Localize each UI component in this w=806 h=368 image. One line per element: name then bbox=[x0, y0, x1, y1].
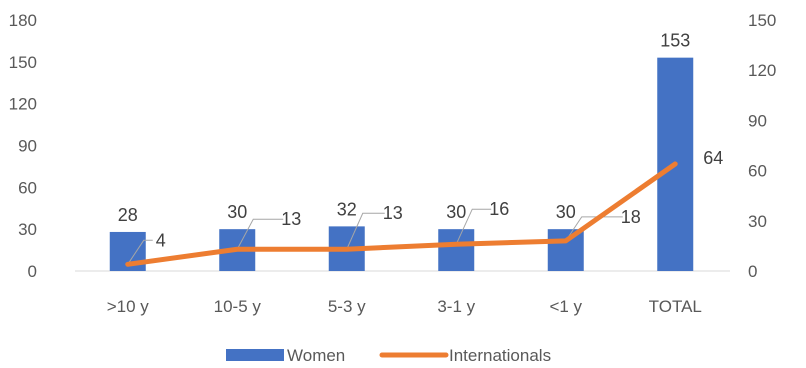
x-axis-tick: 3-1 y bbox=[437, 297, 475, 316]
leader-lines bbox=[127, 208, 623, 265]
bar-data-label: 28 bbox=[118, 205, 138, 225]
line-data-label: 16 bbox=[489, 199, 509, 219]
right-axis-tick: 120 bbox=[748, 61, 776, 80]
legend: Women Internationals bbox=[226, 346, 551, 365]
bar bbox=[547, 229, 584, 271]
x-axis-tick: 10-5 y bbox=[214, 297, 262, 316]
leader-line bbox=[236, 218, 284, 250]
line-data-label: 13 bbox=[383, 203, 403, 223]
bars bbox=[109, 57, 694, 272]
bar-data-label: 30 bbox=[556, 202, 576, 222]
bar-data-labels: 28 30 32 30 30 153 bbox=[118, 31, 691, 225]
left-axis: 0 30 60 90 120 150 180 bbox=[9, 11, 37, 281]
left-axis-tick: 120 bbox=[9, 95, 37, 114]
x-axis-tick: >10 y bbox=[107, 297, 150, 316]
line-data-label: 4 bbox=[156, 230, 166, 250]
left-axis-tick: 30 bbox=[18, 220, 37, 239]
right-axis: 0 30 60 90 120 150 bbox=[748, 11, 776, 281]
right-axis-tick: 0 bbox=[748, 262, 757, 281]
left-axis-tick: 90 bbox=[18, 137, 37, 156]
bar-data-label: 30 bbox=[446, 202, 466, 222]
bar-data-label: 32 bbox=[337, 199, 357, 219]
x-axis-tick: <1 y bbox=[549, 297, 582, 316]
leader-line bbox=[346, 212, 385, 250]
line-data-label: 13 bbox=[281, 209, 301, 229]
line-data-labels: 4 13 13 16 18 64 bbox=[156, 148, 724, 250]
right-axis-tick: 60 bbox=[748, 162, 767, 181]
right-axis-tick: 150 bbox=[748, 11, 776, 30]
right-axis-tick: 30 bbox=[748, 212, 767, 231]
legend-label-internationals: Internationals bbox=[449, 346, 551, 365]
line-data-label: 64 bbox=[703, 148, 723, 168]
x-axis-tick: 5-3 y bbox=[328, 297, 366, 316]
leader-line bbox=[127, 239, 153, 265]
leader-line bbox=[455, 208, 492, 245]
legend-swatch-women bbox=[226, 349, 284, 361]
right-axis-tick: 90 bbox=[748, 111, 767, 130]
bar-data-label: 30 bbox=[227, 202, 247, 222]
line-data-label: 18 bbox=[621, 207, 641, 227]
left-axis-tick: 0 bbox=[28, 262, 37, 281]
left-axis-tick: 60 bbox=[18, 178, 37, 197]
x-axis-ticks: >10 y 10-5 y 5-3 y 3-1 y <1 y TOTAL bbox=[107, 297, 702, 316]
left-axis-tick: 180 bbox=[9, 11, 37, 30]
internationals-line bbox=[125, 161, 678, 267]
bar-data-label: 153 bbox=[660, 31, 690, 51]
legend-label-women: Women bbox=[287, 346, 345, 365]
x-axis-tick: TOTAL bbox=[649, 297, 702, 316]
leader-line bbox=[565, 216, 623, 242]
bar bbox=[438, 229, 475, 271]
left-axis-tick: 150 bbox=[9, 53, 37, 72]
